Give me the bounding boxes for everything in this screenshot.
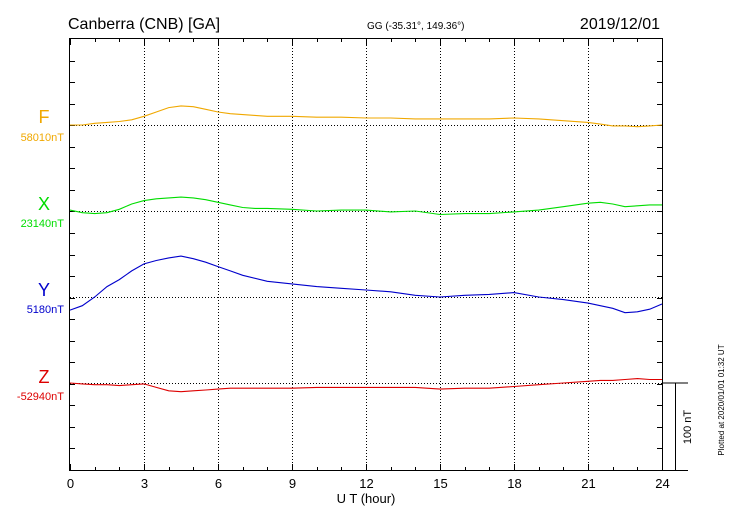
x-axis-ticks: 0 3 6 9 12 15 18 21 24 xyxy=(67,39,670,491)
baseline-value-z: -52940nT xyxy=(17,391,64,403)
baseline-value-y: 5180nT xyxy=(27,304,65,316)
x-tick-label: 12 xyxy=(359,476,373,491)
scale-bar-label: 100 nT xyxy=(682,410,694,445)
series-line-f xyxy=(70,105,663,128)
x-tick-label: 15 xyxy=(433,476,447,491)
y-tick-marks xyxy=(70,61,662,449)
baseline-value-f: 58010nT xyxy=(21,132,65,144)
x-tick-label: 18 xyxy=(507,476,521,491)
x-tick-label: 3 xyxy=(141,476,148,491)
x-tick-label: 0 xyxy=(67,476,74,491)
plot-frame xyxy=(69,38,663,471)
date-label: 2019/12/01 xyxy=(580,16,660,33)
series-layer xyxy=(69,105,663,393)
x-tick-label: 9 xyxy=(289,476,296,491)
scale-bar: 100 nT xyxy=(663,382,694,471)
series-labels: F 58010nT X 23140nT Y 5180nT Z -52940nT xyxy=(17,107,64,403)
component-label-f: F xyxy=(39,107,50,127)
component-label-x: X xyxy=(38,194,50,214)
component-label-z: Z xyxy=(39,367,50,387)
plotted-timestamp: Plotted at 2020/01/01 01:32 UT xyxy=(717,344,726,455)
x-tick-label: 24 xyxy=(655,476,669,491)
x-tick-label: 21 xyxy=(581,476,595,491)
series-line-y xyxy=(69,255,663,314)
coordinates-label: GG (-35.31°, 149.36°) xyxy=(367,21,465,32)
series-line-x xyxy=(69,196,662,216)
grid-lines xyxy=(70,39,662,470)
baseline-value-x: 23140nT xyxy=(21,218,65,230)
series-line-z xyxy=(69,378,662,393)
component-label-y: Y xyxy=(38,280,50,300)
x-axis-label: U T (hour) xyxy=(337,491,396,506)
x-tick-label: 6 xyxy=(215,476,222,491)
station-title: Canberra (CNB) [GA] xyxy=(68,16,220,33)
